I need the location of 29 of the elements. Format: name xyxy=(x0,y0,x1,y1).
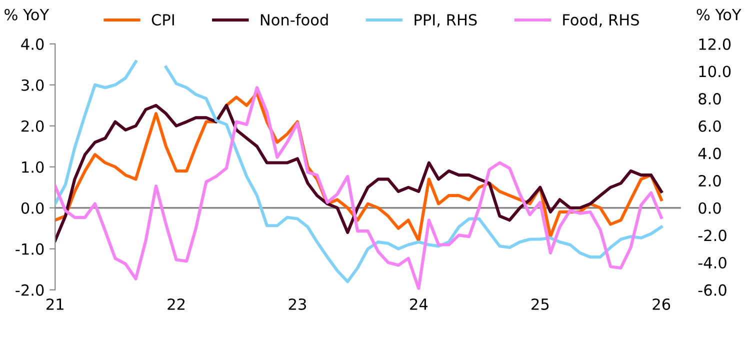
y-tick-label: -2.0 xyxy=(16,284,44,296)
y-tick-label: 1.0 xyxy=(22,161,44,173)
y2-tick-label: 12.0 xyxy=(699,38,731,50)
legend-label: Non-food xyxy=(260,14,328,26)
legend-label: PPI, RHS xyxy=(414,14,477,28)
y2-tick-label: 0.0 xyxy=(698,202,721,214)
legend-label: CPI xyxy=(152,14,174,26)
y-tick-label: 3.0 xyxy=(22,79,44,91)
y2-axis-title: % YoY xyxy=(696,8,742,20)
x-tick-label: 24 xyxy=(410,298,428,310)
y-tick-label: -1.0 xyxy=(16,243,44,255)
x-tick-label: 21 xyxy=(46,298,64,310)
y2-tick-label: -4.0 xyxy=(698,256,726,269)
y2-tick-label: -6.0 xyxy=(698,284,726,296)
y-tick-label: 4.0 xyxy=(21,38,44,50)
y2-tick-label: 2.0 xyxy=(698,175,721,187)
y2-tick-label: -2.0 xyxy=(698,230,726,242)
x-tick-label: 22 xyxy=(168,298,184,310)
x-tick-label: 25 xyxy=(532,298,549,310)
y-axis-title: % YoY xyxy=(4,8,50,20)
y-tick-label: 0.0 xyxy=(21,202,44,214)
y2-tick-label: 6.0 xyxy=(698,120,721,132)
y2-tick-label: 8.0 xyxy=(698,93,721,105)
legend-label: Food, RHS xyxy=(563,14,639,28)
y-tick-label: 2.0 xyxy=(22,120,44,132)
x-tick-label: 26 xyxy=(652,298,670,310)
y2-tick-label: 4.0 xyxy=(698,148,721,160)
x-tick-label: 23 xyxy=(288,298,306,310)
y2-tick-label: 10.0 xyxy=(699,66,731,78)
